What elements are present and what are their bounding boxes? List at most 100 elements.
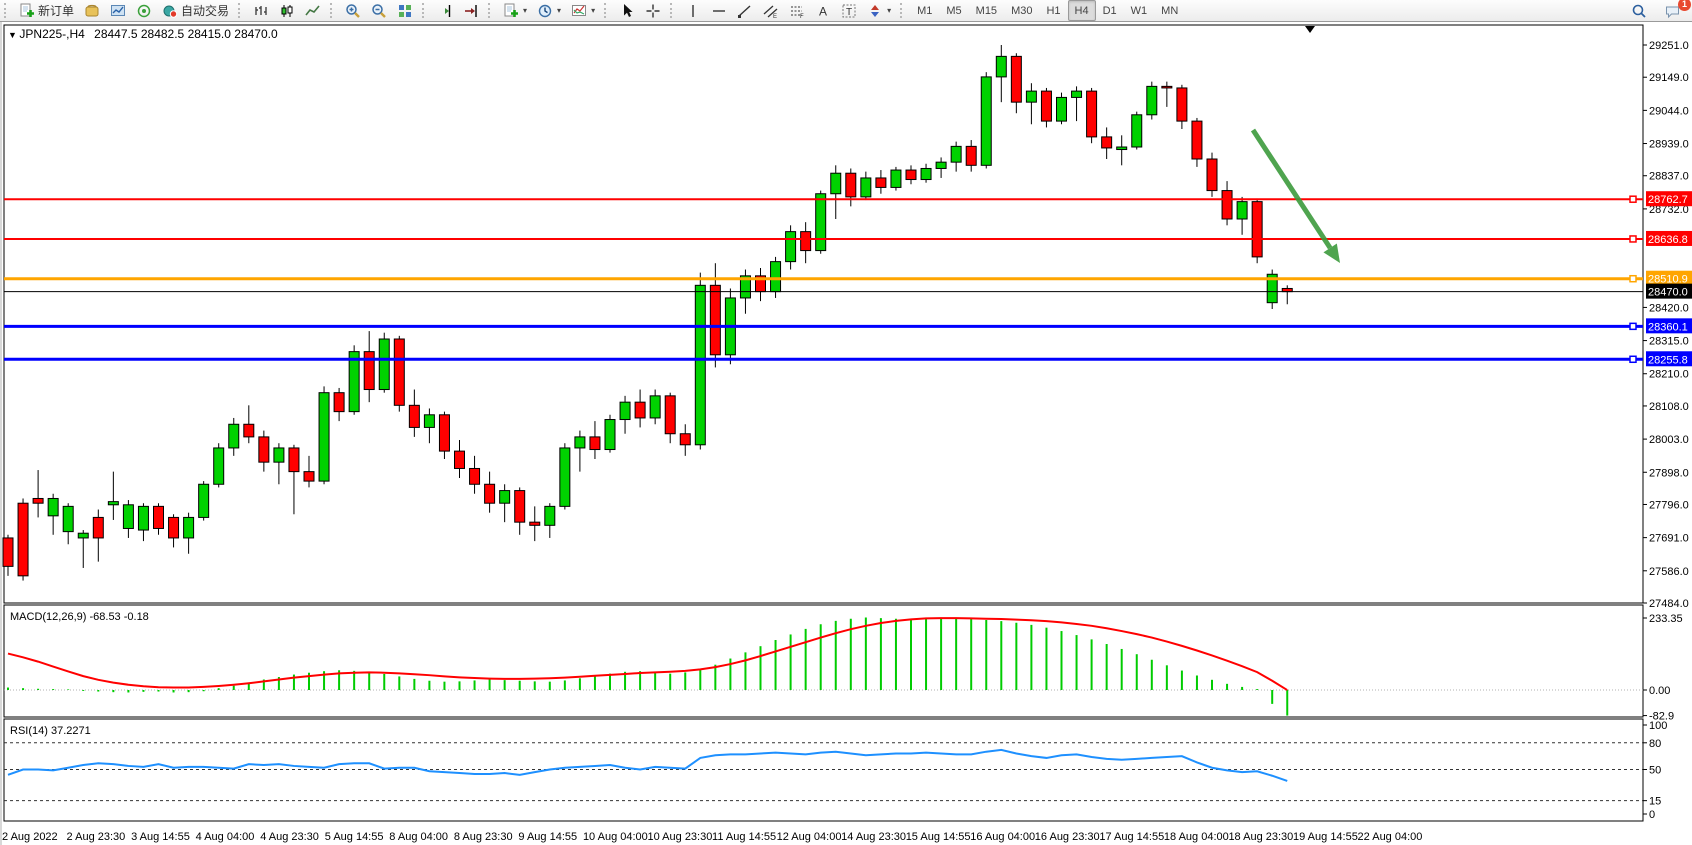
time-axis-label: 18 Aug 23:30 [1228,831,1293,843]
svg-text:F: F [800,14,804,19]
tf-mn[interactable]: MN [1154,0,1185,21]
zoom-in-button[interactable] [340,0,366,21]
zoom-out-button[interactable] [366,0,392,21]
text-label-button[interactable]: T [836,0,862,21]
tf-m5-label: M5 [946,4,962,17]
toolbar-group-separator [4,3,11,18]
tile-windows-button[interactable] [392,0,418,21]
tf-d1[interactable]: D1 [1096,0,1124,21]
tf-m15[interactable]: M15 [969,0,1004,21]
candle [649,389,661,425]
vertical-line-button[interactable] [680,0,706,21]
line-chart-button[interactable] [300,0,326,21]
candle [634,389,646,428]
charts-button[interactable] [105,0,131,21]
candle [423,408,435,444]
price-line-label [1646,351,1692,367]
candle [243,405,255,444]
tf-m1[interactable]: M1 [910,0,939,21]
price-axis-tick: 27586.0 [1649,566,1689,578]
tf-w1[interactable]: W1 [1124,0,1155,21]
candle [198,481,210,521]
trend-arrow-annotation[interactable] [1250,128,1340,263]
chart-shift-marker[interactable] [1305,26,1315,33]
candle [935,157,947,178]
candle [92,509,104,562]
text-t-icon: T [842,4,856,18]
profiles-button[interactable] [79,0,105,21]
arrows-icon [871,4,880,17]
candlestick-chart-button[interactable] [274,0,300,21]
candle [17,498,29,581]
bar-chart-button[interactable] [248,0,274,21]
chevron-down-icon: ▾ [523,6,528,15]
svg-text:28510.9: 28510.9 [1648,274,1688,286]
templates-button[interactable]: ▾ [566,0,600,21]
main-price-panel[interactable] [3,24,1644,604]
fibonacci-button[interactable]: F [784,0,810,21]
time-axis-label: 5 Aug 14:55 [325,831,384,843]
svg-text:28470.0: 28470.0 [1648,287,1688,299]
price-axis-tick: 28420.0 [1649,302,1689,314]
svg-text:T: T [846,7,852,18]
candle [920,163,932,183]
indicators-button[interactable]: ▾ [498,0,532,21]
chart-shift-button[interactable] [432,0,458,21]
equidistant-channel-button[interactable]: E [758,0,784,21]
macd-panel[interactable] [3,604,1644,718]
tf-m30[interactable]: M30 [1004,0,1039,21]
tf-m5[interactable]: M5 [939,0,968,21]
tf-h1[interactable]: H1 [1039,0,1067,21]
time-axis-label: 22 Aug 04:00 [1358,831,1423,843]
candle [559,443,571,510]
toolbar-group-separator [488,3,495,18]
candle [107,471,119,520]
tf-h4[interactable]: H4 [1067,0,1096,21]
candle [664,392,676,444]
arrows-button[interactable]: ▾ [862,0,896,21]
price-axis-tick: 28837.0 [1649,171,1689,183]
auto-trading-icon [163,5,178,18]
indicators-icon [504,3,519,17]
auto-trading-button[interactable]: 自动交易 [157,0,234,21]
candle [484,471,496,513]
time-axis-label: 4 Aug 04:00 [196,831,255,843]
time-axis-label: 14 Aug 23:30 [841,831,906,843]
candle [544,503,556,538]
time-axis-label: 16 Aug 04:00 [970,831,1035,843]
periods-button[interactable]: ▾ [532,0,566,21]
time-axis-label: 10 Aug 23:30 [648,831,713,843]
candle [168,514,180,548]
auto-scroll-button[interactable] [458,0,484,21]
chart-canvas[interactable]: 29251.0 29149.0 29044.0 28939.0 28837.0 28732… [0,22,1692,845]
price-axis-tick: 29251.0 [1649,40,1689,52]
auto-trading-button-label: 自动交易 [181,4,230,18]
price-axis-tick: 29149.0 [1649,72,1689,84]
candle [454,440,465,478]
candle [875,170,887,194]
chart-shift-icon [440,4,451,17]
tf-d1-label: D1 [1102,4,1117,17]
tf-mn-label: MN [1161,4,1179,17]
candle [529,506,541,542]
clock-icon [538,4,552,17]
trendline-button[interactable] [732,0,758,21]
toolbar-group-separator [900,3,907,18]
time-axis-label: 18 Aug 04:00 [1164,831,1229,843]
zoom-out-icon [372,3,386,18]
cursor-button[interactable] [614,0,640,21]
candle [800,222,812,264]
search-button[interactable] [1626,0,1652,21]
tf-h4-label: H4 [1074,4,1089,17]
crosshair-button[interactable] [640,0,666,21]
horizontal-line-button[interactable] [706,0,732,21]
chevron-down-icon: ▾ [591,6,596,15]
new-order-button-label: 新订单 [38,4,75,18]
price-line-label [1646,191,1692,207]
text-button[interactable]: A [810,0,836,21]
channel-icon: E [763,5,778,19]
signals-button[interactable] [131,0,157,21]
time-axis-label: 8 Aug 04:00 [389,831,448,843]
new-order-button[interactable]: 新订单 [14,0,79,21]
notifications-button[interactable]: 1 [1660,0,1691,21]
